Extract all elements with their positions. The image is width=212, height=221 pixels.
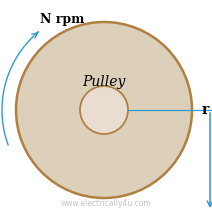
Text: N rpm: N rpm: [40, 13, 85, 26]
Text: Pulley: Pulley: [82, 75, 126, 89]
Text: r: r: [202, 103, 209, 117]
Circle shape: [80, 86, 128, 134]
Circle shape: [16, 22, 192, 198]
Text: www.electrically4u.com: www.electrically4u.com: [61, 198, 151, 208]
